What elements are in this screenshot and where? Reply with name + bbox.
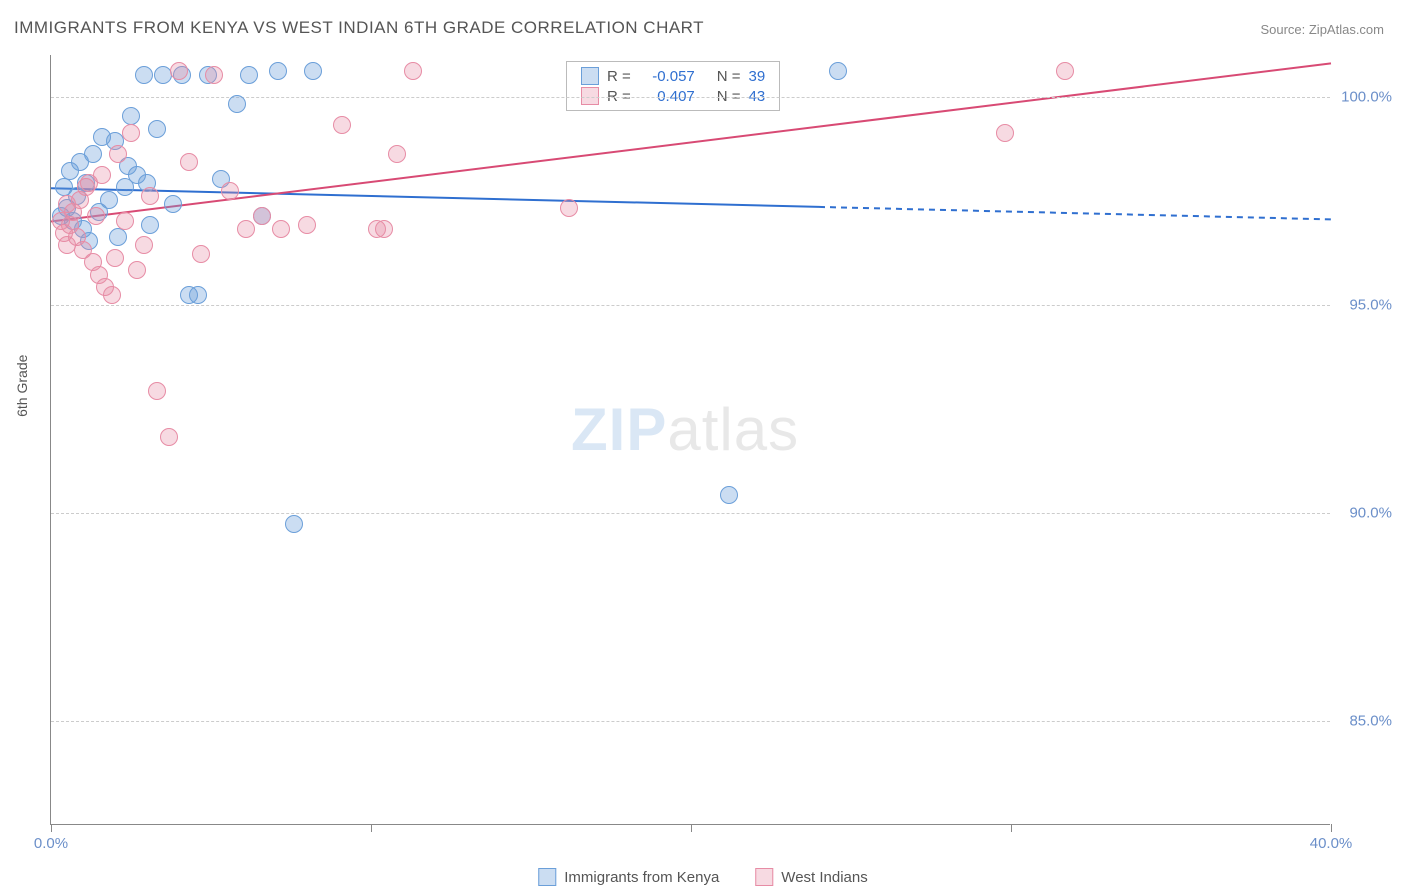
data-point (100, 191, 118, 209)
data-point (240, 66, 258, 84)
data-point (141, 216, 159, 234)
trend-lines-svg (51, 55, 1331, 825)
data-point (164, 195, 182, 213)
legend-swatch (755, 868, 773, 886)
data-point (116, 212, 134, 230)
legend-r-label: R = (607, 68, 631, 85)
data-point (106, 249, 124, 267)
data-point (170, 62, 188, 80)
legend-n-label: N = (717, 68, 741, 85)
data-point (141, 187, 159, 205)
plot-area: ZIPatlas R = -0.057N = 39R = 0.407N = 43… (50, 55, 1330, 825)
chart-title: IMMIGRANTS FROM KENYA VS WEST INDIAN 6TH… (14, 18, 704, 38)
x-tick (51, 824, 52, 832)
watermark-bold: ZIP (571, 396, 667, 463)
data-point (388, 145, 406, 163)
data-point (189, 286, 207, 304)
data-point (122, 107, 140, 125)
data-point (285, 515, 303, 533)
source-attribution: Source: ZipAtlas.com (1260, 22, 1384, 37)
x-tick (1331, 824, 1332, 832)
x-tick-label: 40.0% (1310, 835, 1353, 852)
data-point (1056, 62, 1074, 80)
data-point (375, 220, 393, 238)
data-point (80, 174, 98, 192)
data-point (272, 220, 290, 238)
gridline (51, 305, 1330, 306)
data-point (135, 236, 153, 254)
legend-swatch (538, 868, 556, 886)
trend-line-dashed (819, 207, 1331, 219)
data-point (84, 145, 102, 163)
data-point (160, 428, 178, 446)
data-point (103, 286, 121, 304)
gridline (51, 513, 1330, 514)
y-tick-label: 100.0% (1341, 88, 1392, 105)
x-tick (1011, 824, 1012, 832)
x-tick (371, 824, 372, 832)
x-tick-label: 0.0% (34, 835, 68, 852)
y-tick-label: 90.0% (1349, 504, 1392, 521)
data-point (148, 120, 166, 138)
watermark-light: atlas (667, 396, 799, 463)
data-point (148, 382, 166, 400)
x-tick (691, 824, 692, 832)
gridline (51, 721, 1330, 722)
legend-series-name: West Indians (781, 869, 867, 886)
bottom-legend: Immigrants from Kenya West Indians (538, 868, 867, 886)
data-point (135, 66, 153, 84)
data-point (87, 207, 105, 225)
data-point (829, 62, 847, 80)
y-axis-label: 6th Grade (14, 355, 30, 417)
data-point (109, 145, 127, 163)
data-point (228, 95, 246, 113)
data-point (269, 62, 287, 80)
data-point (720, 486, 738, 504)
legend-r-value: -0.057 (639, 68, 695, 85)
data-point (192, 245, 210, 263)
source-name: ZipAtlas.com (1309, 22, 1384, 37)
data-point (996, 124, 1014, 142)
data-point (304, 62, 322, 80)
data-point (560, 199, 578, 217)
data-point (109, 228, 127, 246)
stats-legend-row: R = -0.057 N = 39 (581, 66, 765, 86)
data-point (333, 116, 351, 134)
data-point (298, 216, 316, 234)
data-point (180, 153, 198, 171)
data-point (253, 207, 271, 225)
watermark: ZIPatlas (571, 395, 799, 464)
data-point (58, 236, 76, 254)
data-point (221, 182, 239, 200)
legend-series-name: Immigrants from Kenya (564, 869, 719, 886)
legend-swatch (581, 67, 599, 85)
data-point (128, 261, 146, 279)
y-tick-label: 95.0% (1349, 296, 1392, 313)
data-point (237, 220, 255, 238)
stats-legend: R = -0.057N = 39R = 0.407N = 43 (566, 61, 780, 111)
data-point (205, 66, 223, 84)
bottom-legend-item: Immigrants from Kenya (538, 868, 719, 886)
legend-n-value: 39 (749, 68, 766, 85)
source-label: Source: (1260, 22, 1308, 37)
data-point (404, 62, 422, 80)
data-point (122, 124, 140, 142)
bottom-legend-item: West Indians (755, 868, 867, 886)
y-tick-label: 85.0% (1349, 712, 1392, 729)
